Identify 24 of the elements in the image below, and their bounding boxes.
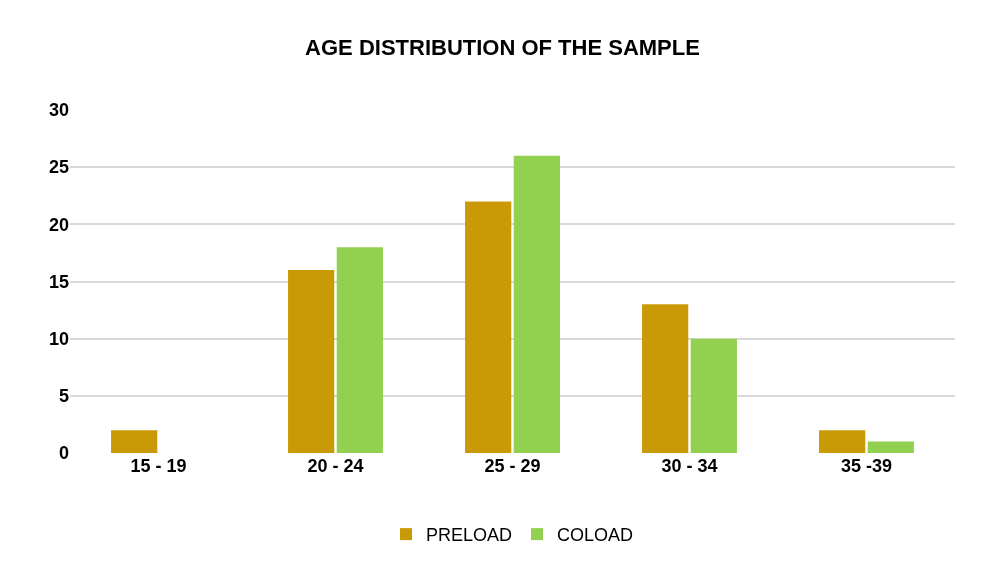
y-tick-label: 30 <box>48 100 69 121</box>
bar <box>288 270 335 453</box>
x-tick-label: 25 - 29 <box>484 456 541 476</box>
x-tick-label: 15 - 19 <box>130 456 187 476</box>
y-tick-label: 5 <box>58 386 69 407</box>
y-tick-label: 10 <box>48 328 69 349</box>
bar <box>819 430 866 453</box>
x-tick-label: 35 -39 <box>840 456 893 476</box>
bar <box>642 304 689 453</box>
x-tick-label: 30 - 34 <box>661 456 718 476</box>
bar <box>867 441 914 453</box>
bar <box>111 430 158 453</box>
chart-title: AGE DISTRIBUTION OF THE SAMPLE <box>305 34 700 60</box>
y-tick-label: 0 <box>58 443 69 464</box>
bar <box>465 201 512 453</box>
legend-label: PRELOAD <box>426 525 513 546</box>
y-tick-label: 15 <box>48 271 69 292</box>
bar <box>690 338 737 453</box>
y-tick-label: 25 <box>48 157 69 178</box>
bar <box>336 247 383 453</box>
y-tick-label: 20 <box>48 214 69 235</box>
bar <box>513 155 560 453</box>
legend-label: COLOAD <box>557 525 634 546</box>
x-tick-label: 20 - 24 <box>307 456 364 476</box>
